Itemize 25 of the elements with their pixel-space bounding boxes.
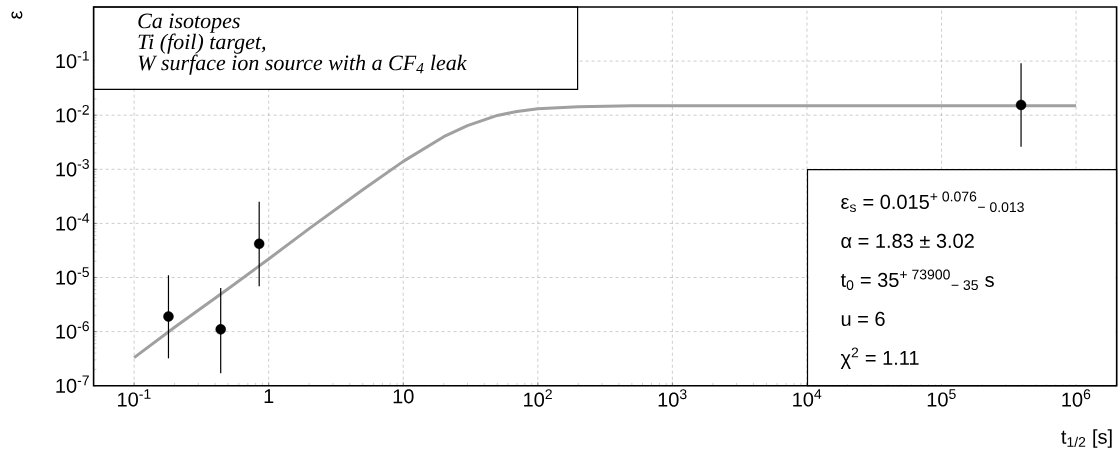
y-tick-label: 10$^{-7}$	[56, 375, 89, 393]
x-tick-label: 10$^{-1}$	[118, 389, 151, 407]
x-tick-label: 1	[264, 389, 274, 403]
annotation: Ca isotopes	[138, 13, 240, 33]
x-tick-label: 10$^{3}$	[658, 389, 687, 407]
x-tick-label: 10$^{6}$	[1062, 389, 1091, 407]
y-axis-title: ε	[11, 10, 23, 19]
annotation: t$_{0}$ = 35$^{+ 73900}$$_{− 35}$ s	[840, 269, 994, 291]
x-axis-title: t$_{1/2}$ [s]	[1061, 429, 1112, 448]
annotation: Ti (foil) target,	[138, 33, 266, 54]
annotation: α = 1.83 ± 3.02	[841, 233, 974, 249]
y-tick-label: 10$^{-2}$	[56, 104, 89, 123]
annotation: u = 6	[841, 311, 885, 327]
annotation: χ$^{2}$ = 1.11	[840, 347, 919, 369]
annotation: ε$_{s}$ = 0.015$^{+ 0.076}$− 0.013	[841, 191, 1024, 213]
y-tick-label: 10$^{-6}$	[56, 321, 89, 339]
y-tick-label: 10$^{-3}$	[56, 158, 89, 177]
y-tick-label: 10$^{-1}$	[56, 50, 89, 69]
x-tick-label: 10	[393, 389, 414, 404]
x-tick-label: 10$^{4}$	[793, 389, 822, 407]
x-tick-label: 10$^{2}$	[524, 389, 552, 407]
y-tick-label: 10$^{-5}$	[56, 267, 89, 285]
y-tick-label: 10$^{-4}$	[56, 213, 90, 231]
annotation: W surface ion source with a CF$_{4}$ leak	[138, 54, 467, 75]
x-tick-label: 10$^{5}$	[927, 389, 956, 407]
